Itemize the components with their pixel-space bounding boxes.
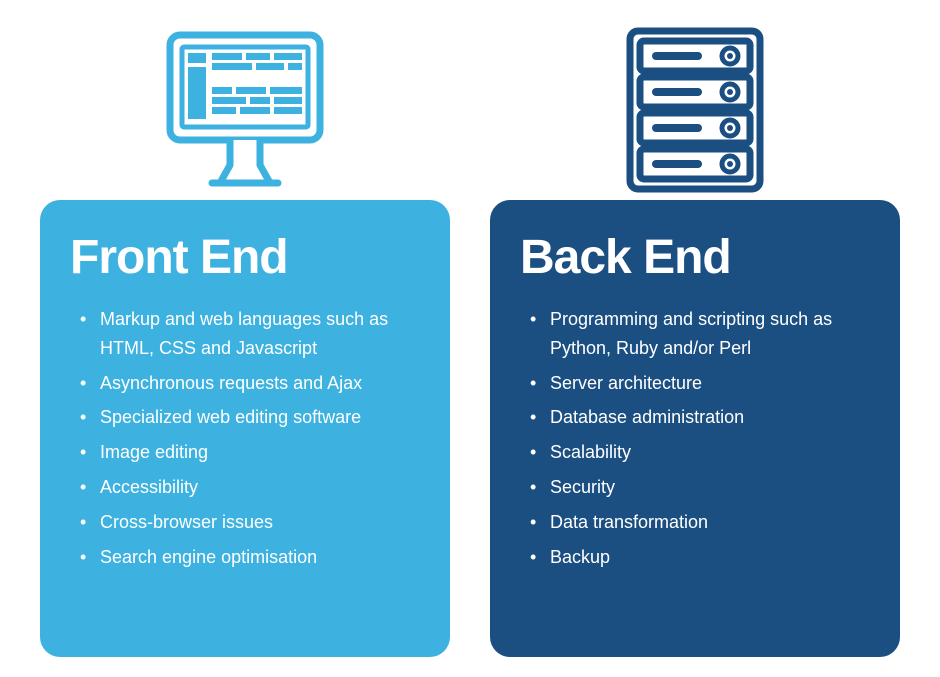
list-item: Cross-browser issues	[80, 508, 420, 537]
list-item: Server architecture	[530, 369, 870, 398]
infographic-container: Front End Markup and web languages such …	[40, 20, 900, 657]
list-item: Markup and web languages such as HTML, C…	[80, 305, 420, 363]
list-item: Security	[530, 473, 870, 502]
backend-card: Back End Programming and scripting such …	[490, 200, 900, 657]
monitor-icon	[160, 25, 330, 195]
backend-title: Back End	[520, 230, 870, 285]
frontend-title: Front End	[70, 230, 420, 285]
backend-icon-area	[490, 20, 900, 200]
list-item: Data transformation	[530, 508, 870, 537]
frontend-column: Front End Markup and web languages such …	[40, 20, 450, 657]
list-item: Accessibility	[80, 473, 420, 502]
list-item: Asynchronous requests and Ajax	[80, 369, 420, 398]
server-icon	[620, 25, 770, 195]
frontend-list: Markup and web languages such as HTML, C…	[70, 305, 420, 571]
backend-list: Programming and scripting such as Python…	[520, 305, 870, 571]
list-item: Programming and scripting such as Python…	[530, 305, 870, 363]
frontend-card: Front End Markup and web languages such …	[40, 200, 450, 657]
frontend-icon-area	[40, 20, 450, 200]
list-item: Backup	[530, 543, 870, 572]
list-item: Scalability	[530, 438, 870, 467]
list-item: Database administration	[530, 403, 870, 432]
list-item: Image editing	[80, 438, 420, 467]
backend-column: Back End Programming and scripting such …	[490, 20, 900, 657]
list-item: Search engine optimisation	[80, 543, 420, 572]
list-item: Specialized web editing software	[80, 403, 420, 432]
